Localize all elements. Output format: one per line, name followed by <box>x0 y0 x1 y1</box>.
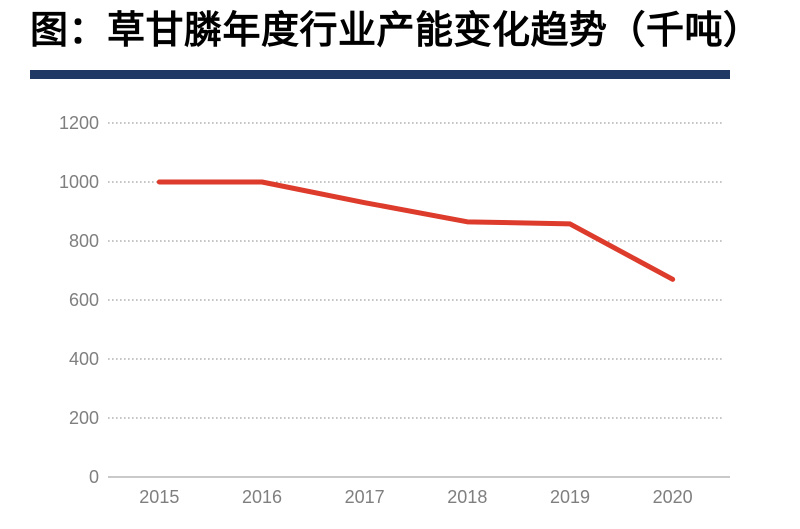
title-underline-bar <box>30 70 730 79</box>
x-tick-label: 2018 <box>447 487 487 507</box>
x-tick-label: 2019 <box>550 487 590 507</box>
capacity-trend-line <box>156 179 676 282</box>
x-tick-label: 2017 <box>345 487 385 507</box>
y-tick-label: 600 <box>69 290 99 310</box>
x-tick-label: 2016 <box>242 487 282 507</box>
y-tick-label: 200 <box>69 408 99 428</box>
y-tick-label: 800 <box>69 231 99 251</box>
y-tick-label: 1000 <box>59 172 99 192</box>
x-tick-label: 2015 <box>139 487 179 507</box>
figure-title: 图：草甘膦年度行业产能变化趋势（千吨） <box>30 10 762 52</box>
x-tick-label: 2020 <box>653 487 693 507</box>
y-tick-label: 400 <box>69 349 99 369</box>
y-tick-label: 0 <box>89 467 99 487</box>
y-tick-label: 1200 <box>59 113 99 133</box>
